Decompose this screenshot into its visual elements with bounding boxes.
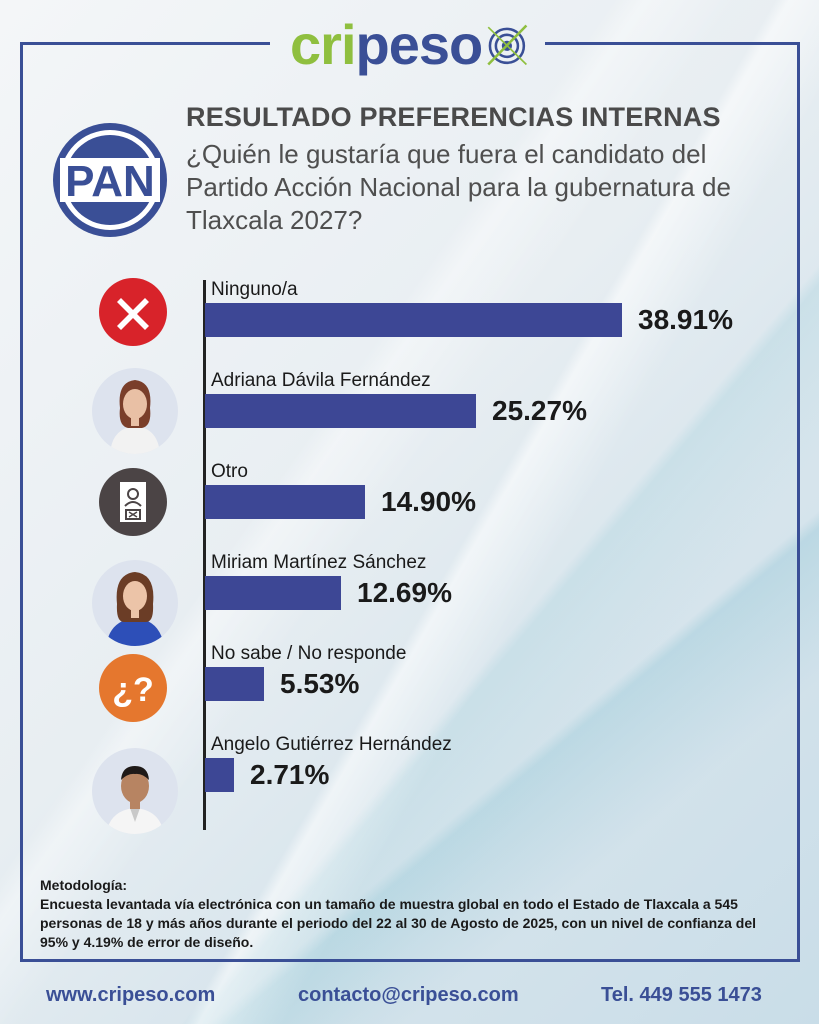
bar-no-sabe xyxy=(205,667,264,701)
bar-label-adriana: Adriana Dávila Fernández xyxy=(211,370,431,391)
target-icon xyxy=(487,24,528,66)
bar-adriana xyxy=(205,394,476,428)
logo-text-peso: peso xyxy=(355,13,484,76)
phone-number: Tel. 449 555 1473 xyxy=(601,984,762,1006)
logo-text-cri: cri xyxy=(290,13,356,76)
frame-top-line-right xyxy=(545,42,800,45)
methodology-text: Encuesta levantada vía electrónica con u… xyxy=(40,896,757,950)
bar-label-miriam: Miriam Martínez Sánchez xyxy=(211,552,427,573)
page-title: RESULTADO PREFERENCIAS INTERNAS xyxy=(186,102,721,132)
bar-label-ninguno: Ninguno/a xyxy=(211,279,298,300)
bar-angelo xyxy=(205,758,234,792)
candidate-photo-adriana xyxy=(92,368,178,454)
bar-label-otro: Otro xyxy=(211,461,248,482)
candidate-photo-angelo xyxy=(92,748,178,834)
survey-question: ¿Quién le gustaría que fuera el candidat… xyxy=(186,139,731,235)
x-mark-icon xyxy=(99,278,167,346)
pan-party-logo: PAN xyxy=(53,123,167,237)
website-link[interactable]: www.cripeso.com xyxy=(46,984,216,1006)
email-link[interactable]: contacto@cripeso.com xyxy=(298,984,519,1006)
methodology-section: Metodología: Encuesta levantada vía elec… xyxy=(40,876,785,952)
bar-value-angelo: 2.71% xyxy=(250,759,330,790)
chart-axis xyxy=(203,280,206,830)
svg-text:¿?: ¿? xyxy=(112,671,154,709)
bar-value-ninguno: 38.91% xyxy=(638,304,733,335)
methodology-heading: Metodología: xyxy=(40,877,128,893)
pan-logo-text: PAN xyxy=(65,157,155,206)
candidate-photo-miriam xyxy=(92,560,178,646)
bar-value-no-sabe: 5.53% xyxy=(280,668,360,699)
bar-ninguno xyxy=(205,303,622,337)
bar-label-no-sabe: No sabe / No responde xyxy=(211,643,407,664)
bar-otro xyxy=(205,485,365,519)
ballot-icon xyxy=(99,468,167,536)
frame-top-line-left xyxy=(20,42,270,45)
cripeso-logo: cripeso xyxy=(290,12,530,78)
bar-value-adriana: 25.27% xyxy=(492,395,587,426)
content-frame xyxy=(20,42,800,962)
bar-value-miriam: 12.69% xyxy=(357,577,452,608)
bar-value-otro: 14.90% xyxy=(381,486,476,517)
bar-label-angelo: Angelo Gutiérrez Hernández xyxy=(211,734,452,755)
question-mark-icon: ¿? xyxy=(99,654,167,722)
bar-miriam xyxy=(205,576,341,610)
